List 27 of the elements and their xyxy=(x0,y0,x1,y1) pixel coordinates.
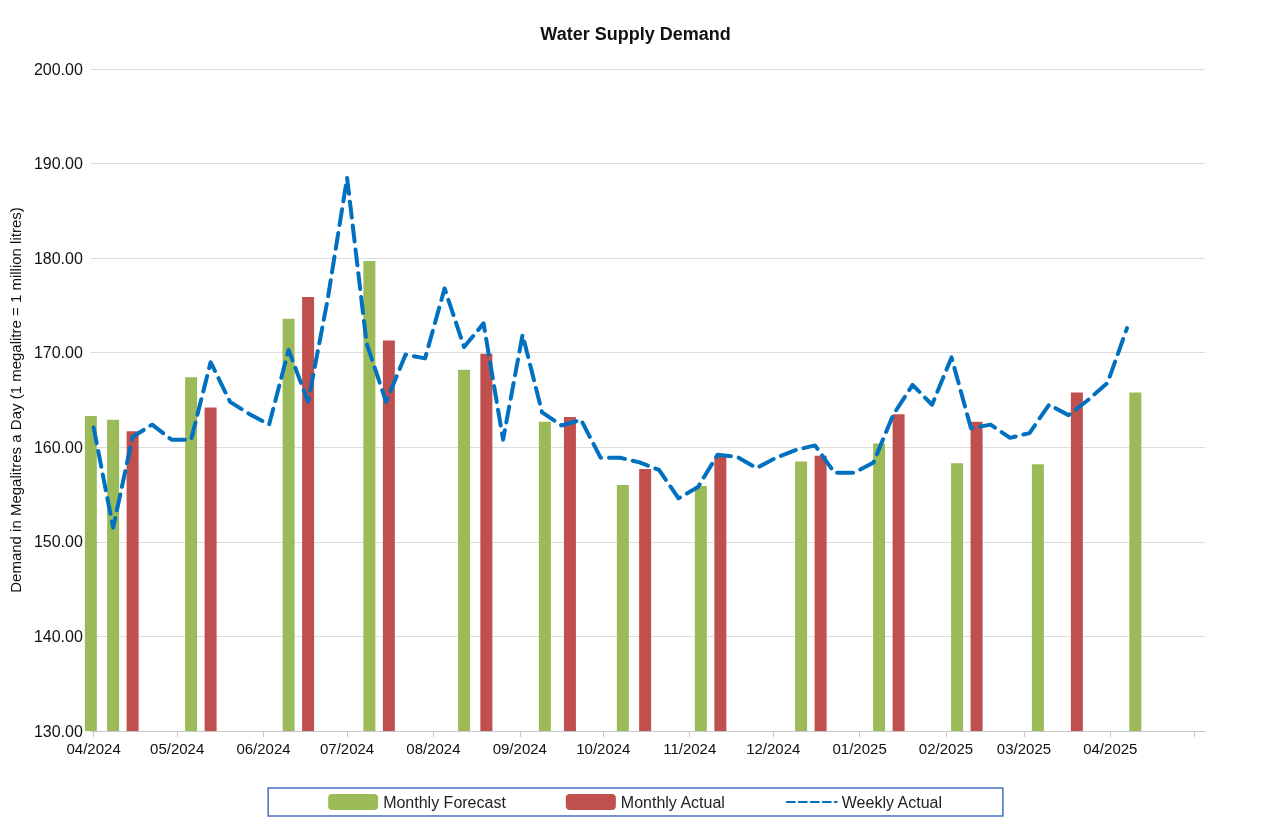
x-tick-label: 10/2024 xyxy=(576,740,631,757)
legend-label: Monthly Forecast xyxy=(383,793,507,811)
x-tick-label: 08/2024 xyxy=(406,740,461,757)
y-tick-label: 130.00 xyxy=(33,722,83,740)
x-tick-label: 07/2024 xyxy=(319,740,375,757)
y-tick-label: 190.00 xyxy=(33,155,83,173)
x-tick-label: 09/2024 xyxy=(492,740,547,757)
x-tick-label: 06/2024 xyxy=(236,740,291,757)
y-tick-label: 150.00 xyxy=(33,533,83,551)
x-tick-label: 03/2025 xyxy=(996,740,1052,757)
y-tick-label: 160.00 xyxy=(33,438,83,456)
y-tick-label: 200.00 xyxy=(33,60,83,78)
x-tick-label: 04/2025 xyxy=(1083,740,1138,757)
y-axis-title: Demand in Megalitres a Day (1 megalitre = 1 million litres) xyxy=(7,207,24,593)
line-series xyxy=(91,175,1130,530)
y-tick-label: 180.00 xyxy=(33,249,83,267)
x-tick-label: 02/2025 xyxy=(918,740,974,757)
legend-label: Weekly Actual xyxy=(841,793,942,811)
legend-label: Monthly Actual xyxy=(620,793,725,811)
x-tick-label: 12/2024 xyxy=(746,740,801,757)
x-tick-label: 11/2024 xyxy=(663,740,717,757)
y-tick-label: 140.00 xyxy=(33,627,83,645)
y-tick-label: 170.00 xyxy=(33,344,83,362)
x-tick-label: 05/2024 xyxy=(150,740,205,757)
x-tick-label: 04/2024 xyxy=(66,740,121,757)
chart-title: Water Supply Demand xyxy=(540,24,731,44)
x-tick-label: 01/2025 xyxy=(832,740,887,757)
